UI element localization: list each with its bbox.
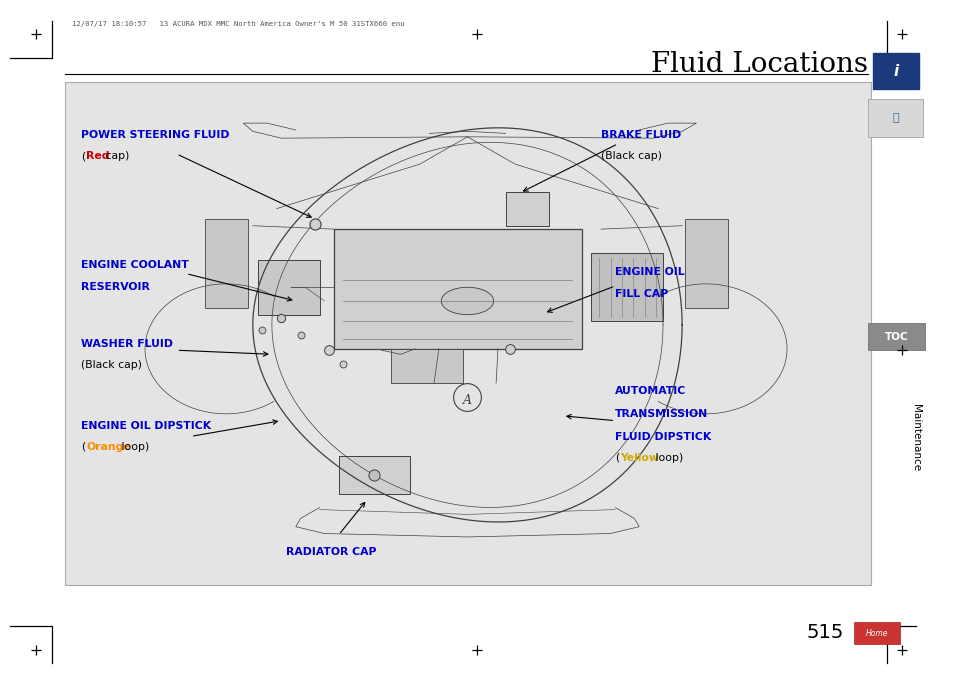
Bar [334, 229, 581, 349]
Text: 12/07/17 18:10:57   13 ACURA MDX MMC North America Owner's M 50 31STX660 enu: 12/07/17 18:10:57 13 ACURA MDX MMC North… [71, 21, 404, 27]
Text: FILL CAP: FILL CAP [615, 289, 668, 300]
Text: (: ( [81, 442, 85, 452]
Text: (: ( [81, 151, 85, 161]
Bar [205, 219, 248, 308]
Text: ENGINE OIL DIPSTICK: ENGINE OIL DIPSTICK [81, 421, 211, 431]
Bar [391, 349, 462, 383]
Bar [867, 99, 923, 137]
Bar [867, 323, 924, 350]
Text: loop): loop) [118, 442, 149, 452]
Text: (: ( [615, 453, 618, 463]
Bar [505, 192, 548, 226]
Text: AUTOMATIC: AUTOMATIC [615, 386, 686, 397]
Text: 🚙: 🚙 [892, 113, 898, 123]
Text: ENGINE OIL: ENGINE OIL [615, 267, 684, 277]
Bar [591, 253, 662, 321]
Text: i: i [892, 64, 898, 79]
Text: RESERVOIR: RESERVOIR [81, 282, 150, 293]
Text: RADIATOR CAP: RADIATOR CAP [286, 547, 376, 557]
Text: (Black cap): (Black cap) [81, 360, 142, 370]
Text: Home: Home [864, 629, 887, 638]
Bar [684, 219, 727, 308]
Text: Maintenance: Maintenance [910, 404, 920, 471]
Text: WASHER FLUID: WASHER FLUID [81, 339, 172, 349]
Text: Orange: Orange [87, 442, 131, 452]
Text: POWER STEERING FLUID: POWER STEERING FLUID [81, 130, 230, 140]
Ellipse shape [440, 287, 494, 315]
Text: FLUID DIPSTICK: FLUID DIPSTICK [615, 432, 711, 442]
Text: loop): loop) [652, 453, 682, 463]
Bar [853, 622, 899, 644]
Text: cap): cap) [102, 151, 130, 161]
Bar [338, 456, 410, 494]
Text: ENGINE COOLANT: ENGINE COOLANT [81, 260, 189, 270]
Text: TRANSMISSION: TRANSMISSION [615, 409, 708, 419]
Text: TOC: TOC [884, 332, 907, 341]
Text: 515: 515 [806, 623, 843, 642]
Text: Yellow: Yellow [619, 453, 659, 463]
Text: BRAKE FLUID: BRAKE FLUID [600, 130, 680, 140]
Text: (Black cap): (Black cap) [600, 151, 661, 161]
Text: A: A [462, 393, 472, 407]
Bar [65, 82, 870, 585]
Text: Fluid Locations: Fluid Locations [651, 51, 867, 78]
Text: Red: Red [87, 151, 110, 161]
Bar [257, 260, 319, 315]
Bar [872, 53, 918, 89]
